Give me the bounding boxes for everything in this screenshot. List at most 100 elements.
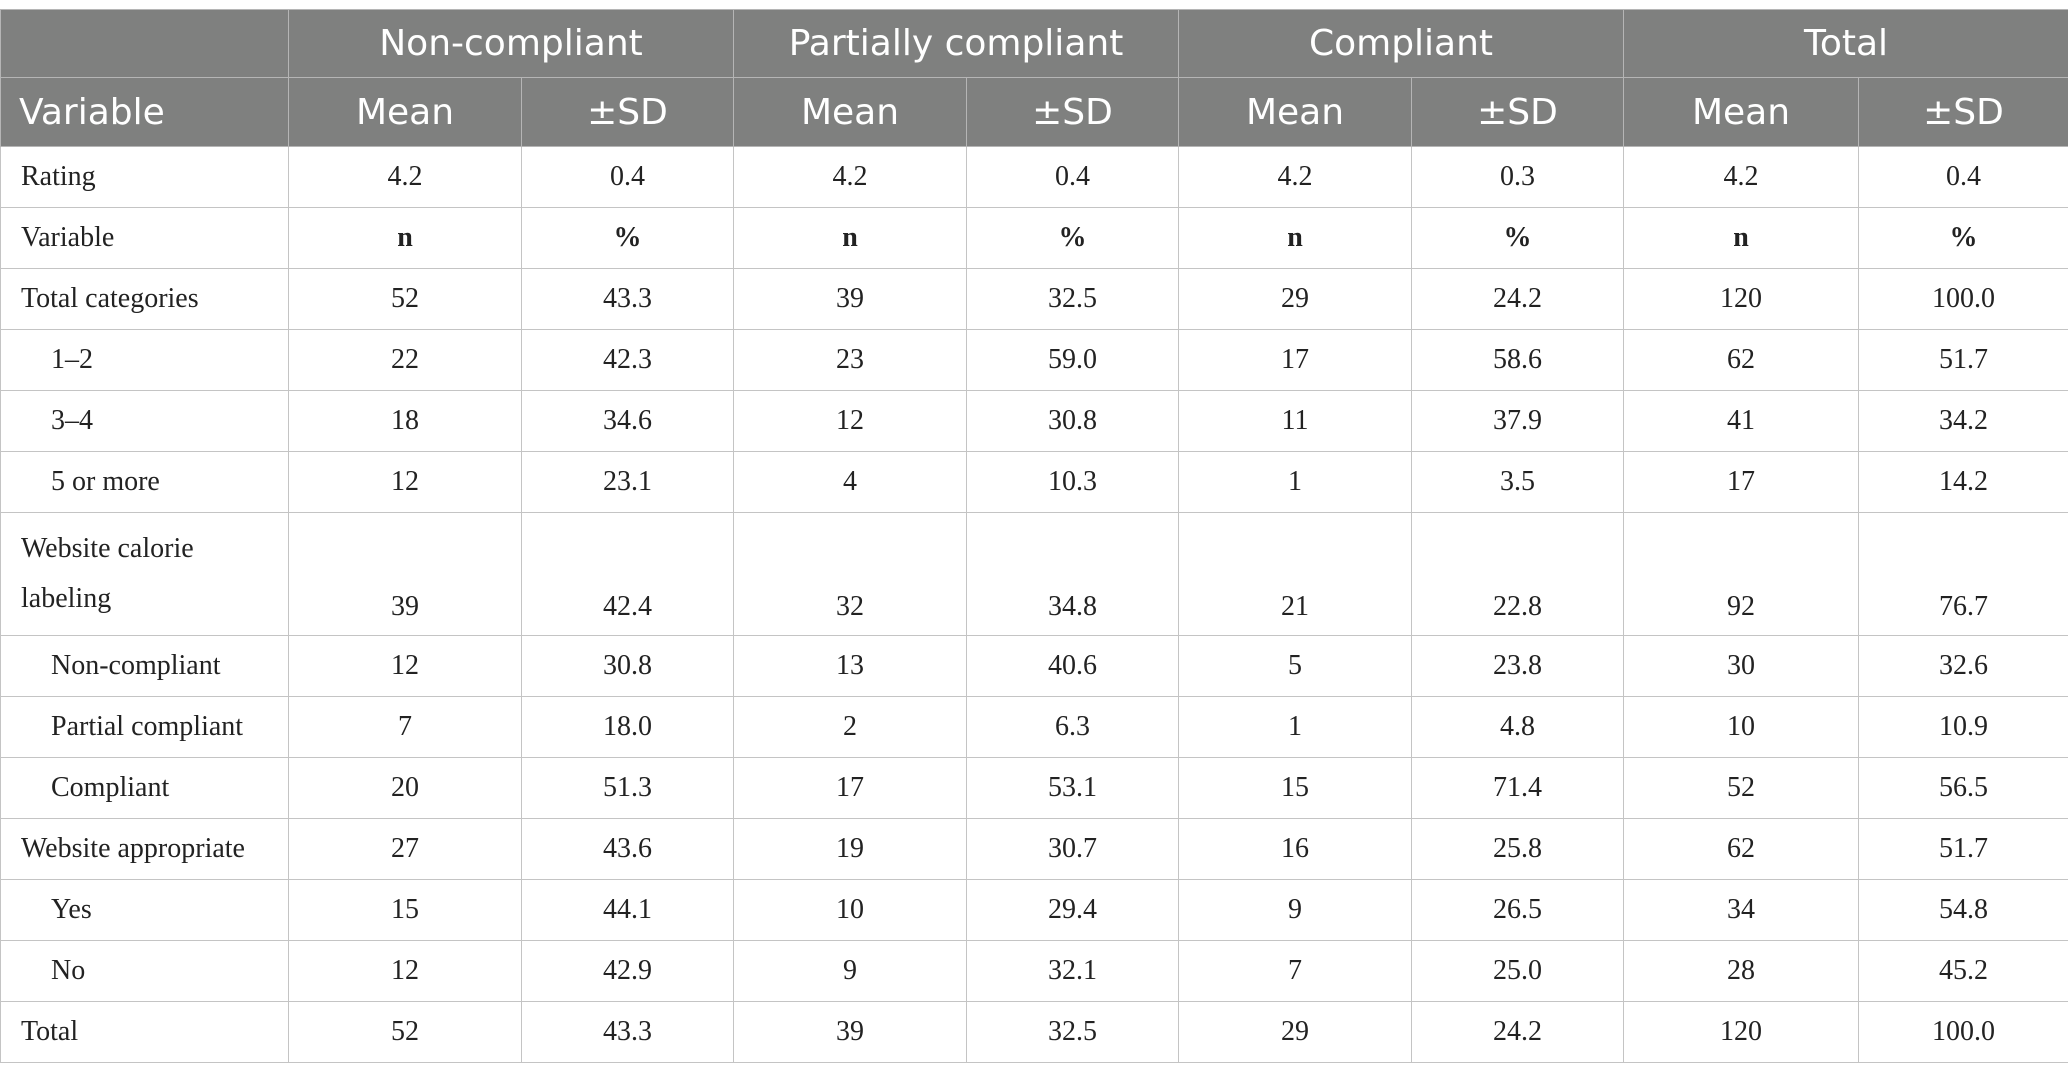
table-row: Yes 15 44.1 10 29.4 9 26.5 34 54.8 (0, 879, 2068, 941)
table-cell: 100.0 (1858, 268, 2068, 330)
table-cell: 32.1 (966, 940, 1179, 1002)
table-cell: 19 (733, 818, 967, 880)
rating-row: Rating 4.2 0.4 4.2 0.4 4.2 0.3 4.2 0.4 (0, 146, 2068, 208)
table-cell: 15 (288, 879, 522, 941)
row-label: Non-compliant (0, 635, 289, 697)
table-cell: 59.0 (966, 329, 1179, 391)
table-cell: 43.6 (521, 818, 734, 880)
table-cell: 5 (1178, 635, 1412, 697)
group-header-total: Total (1623, 9, 2068, 78)
table-cell: 54.8 (1858, 879, 2068, 941)
table-cell: 12 (288, 451, 522, 513)
group-header-compliant: Compliant (1177, 9, 1625, 78)
table-cell: 62 (1623, 329, 1860, 391)
n-header: n (1623, 207, 1860, 269)
table-cell: 45.2 (1858, 940, 2068, 1002)
table-row: Partial compliant 7 18.0 2 6.3 1 4.8 10 10.9 (0, 696, 2068, 758)
n-header: n (733, 207, 967, 269)
table-cell: 12 (288, 635, 522, 697)
table-cell: 43.3 (521, 268, 734, 330)
table-row: Non-compliant 12 30.8 13 40.6 5 23.8 30 32.6 (0, 635, 2068, 697)
table-cell: 14.2 (1858, 451, 2068, 513)
table-cell: 42.3 (521, 329, 734, 391)
table-cell: 32 (733, 512, 967, 636)
row-label: Website calorie labeling (0, 512, 289, 636)
table-cell: 32.5 (966, 1001, 1179, 1063)
table-cell: 2 (733, 696, 967, 758)
table-cell: 3.5 (1410, 451, 1625, 513)
table-cell: 0.3 (1410, 146, 1625, 208)
table-row: 3–4 18 34.6 12 30.8 11 37.9 41 34.2 (0, 390, 2068, 452)
table-cell: 1 (1178, 451, 1412, 513)
row-label: 3–4 (0, 390, 289, 452)
table-cell: 12 (288, 940, 522, 1002)
group-header-row: Non-compliant Partially compliant Compli… (0, 9, 2068, 78)
table-row: 1–2 22 42.3 23 59.0 17 58.6 62 51.7 (0, 329, 2068, 391)
table-cell: 27 (288, 818, 522, 880)
table-cell: 10.9 (1858, 696, 2068, 758)
row-label: Website appropriate (0, 818, 289, 880)
table-cell: 4.8 (1410, 696, 1625, 758)
sd-header: ±SD (521, 77, 734, 147)
table-cell: 1 (1178, 696, 1412, 758)
table-cell: 30.8 (521, 635, 734, 697)
table-cell: 4.2 (733, 146, 967, 208)
table-cell: 7 (1178, 940, 1412, 1002)
table-cell: 4 (733, 451, 967, 513)
sd-header: ±SD (966, 77, 1179, 147)
row-label: Total categories (0, 268, 289, 330)
table-cell: 4.2 (1623, 146, 1860, 208)
table-cell: 120 (1623, 268, 1860, 330)
table-cell: 17 (1178, 329, 1412, 391)
row-label: 5 or more (0, 451, 289, 513)
table-cell: 13 (733, 635, 967, 697)
table-cell: 17 (733, 757, 967, 819)
n-header: n (1178, 207, 1412, 269)
table-cell: 51.7 (1858, 818, 2068, 880)
table-row: 5 or more 12 23.1 4 10.3 1 3.5 17 14.2 (0, 451, 2068, 513)
percent-header: % (1410, 207, 1625, 269)
table-cell: 10 (1623, 696, 1860, 758)
table-cell: 32.5 (966, 268, 1179, 330)
row-label: Variable (0, 207, 289, 269)
table-cell: 4.2 (1178, 146, 1412, 208)
table-row: Website appropriate 27 43.6 19 30.7 16 25.8 62 5… (0, 818, 2068, 880)
mean-header: Mean (288, 77, 522, 147)
table-cell: 30.8 (966, 390, 1179, 452)
table-cell: 120 (1623, 1001, 1860, 1063)
table-row: Compliant 20 51.3 17 53.1 15 71.4 52 56.5 (0, 757, 2068, 819)
table-cell: 34.2 (1858, 390, 2068, 452)
table-cell: 24.2 (1410, 1001, 1625, 1063)
table-cell: 34.8 (966, 512, 1179, 636)
table-cell: 58.6 (1410, 329, 1625, 391)
table-cell: 52 (1623, 757, 1860, 819)
table-cell: 100.0 (1858, 1001, 2068, 1063)
table-cell: 51.7 (1858, 329, 2068, 391)
table-cell: 23.1 (521, 451, 734, 513)
table-cell: 29 (1178, 1001, 1412, 1063)
table-cell: 11 (1178, 390, 1412, 452)
table-cell: 23 (733, 329, 967, 391)
table-cell: 53.1 (966, 757, 1179, 819)
table-cell: 4.2 (288, 146, 522, 208)
table-cell: 28 (1623, 940, 1860, 1002)
variable-header: Variable (0, 77, 289, 147)
table-cell: 39 (733, 1001, 967, 1063)
table-cell: 39 (733, 268, 967, 330)
row-label: No (0, 940, 289, 1002)
table-cell: 20 (288, 757, 522, 819)
mean-header: Mean (1178, 77, 1412, 147)
table-row: Total categories 52 43.3 39 32.5 29 24.2 120 100… (0, 268, 2068, 330)
table-cell: 0.4 (966, 146, 1179, 208)
table-cell: 12 (733, 390, 967, 452)
column-header-row: Variable Mean ±SD Mean ±SD Mean ±SD Mean… (0, 77, 2068, 147)
sd-header: ±SD (1858, 77, 2068, 147)
table-cell: 15 (1178, 757, 1412, 819)
table-cell: 17 (1623, 451, 1860, 513)
table-row: Website calorie labeling 39 42.4 32 34.8 21 22… (0, 512, 2068, 636)
percent-header: % (521, 207, 734, 269)
table-cell: 22 (288, 329, 522, 391)
table-cell: 34 (1623, 879, 1860, 941)
table-cell: 56.5 (1858, 757, 2068, 819)
table-cell: 39 (288, 512, 522, 636)
